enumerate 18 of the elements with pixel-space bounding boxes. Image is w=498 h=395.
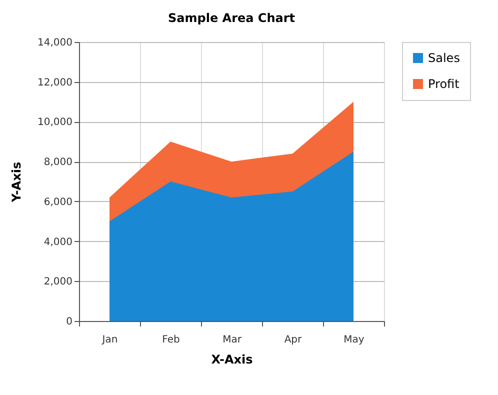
y-tick-label: 4,000	[44, 236, 72, 248]
chart-title: Sample Area Chart	[168, 11, 296, 25]
x-tick-label: Feb	[162, 334, 180, 346]
y-tick-label: 6,000	[44, 196, 72, 208]
y-tick-label: 2,000	[44, 276, 72, 288]
y-tick-label: 0	[66, 316, 72, 328]
legend-label: Sales	[428, 51, 460, 65]
legend-label: Profit	[428, 77, 460, 91]
y-tick-label: 12,000	[38, 77, 72, 88]
x-tick-label: Apr	[284, 334, 303, 346]
x-axis-title: X-Axis	[211, 352, 253, 366]
y-tick-label: 10,000	[38, 117, 72, 128]
y-axis-title: Y-Axis	[10, 162, 24, 204]
y-tick-label: 8,000	[44, 157, 72, 168]
x-tick-label: May	[344, 334, 364, 346]
x-tick-label: Mar	[222, 334, 242, 346]
x-tick-label: Jan	[101, 334, 118, 346]
y-tick-label: 14,000	[38, 38, 72, 48]
